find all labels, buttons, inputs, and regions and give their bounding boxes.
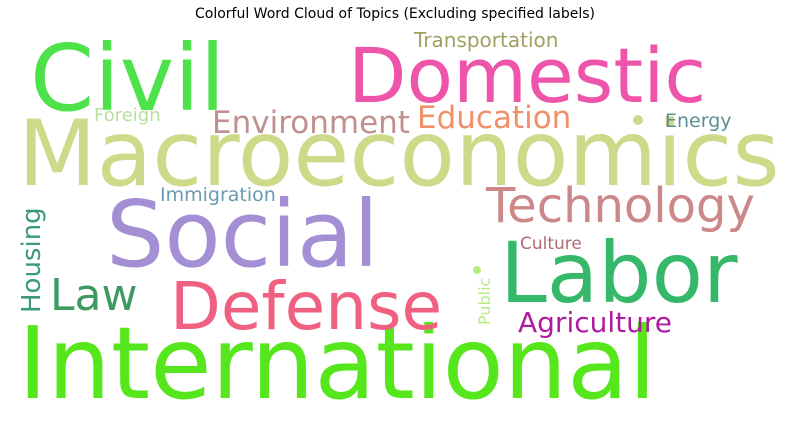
word-international: International [18, 305, 656, 422]
word-immigration: Immigration [160, 184, 276, 206]
word-civil: Civil [30, 25, 225, 132]
word-domestic: Domestic [348, 31, 706, 120]
word-labor: Labor [500, 224, 738, 322]
word-foreign: Foreign [94, 105, 161, 126]
word-social: Social [106, 181, 379, 288]
word-environment: Environment [212, 105, 410, 141]
word-public: Public [475, 278, 494, 325]
word-education: Education [417, 100, 571, 136]
dot-mark-1 [633, 115, 643, 125]
word-housing: Housing [17, 207, 47, 313]
word-technology: Technology [485, 178, 755, 234]
word-culture: Culture [520, 234, 582, 254]
word-transportation: Transportation [413, 28, 558, 52]
word-agriculture: Agriculture [518, 306, 672, 339]
dot-mark-2 [473, 266, 481, 274]
word-energy: Energy [665, 110, 732, 132]
word-law: Law [50, 270, 137, 321]
word-defense: Defense [170, 268, 442, 345]
word-macroeconomics: Macroeconomics [18, 102, 780, 207]
chart-title: Colorful Word Cloud of Topics (Excluding… [194, 6, 596, 22]
